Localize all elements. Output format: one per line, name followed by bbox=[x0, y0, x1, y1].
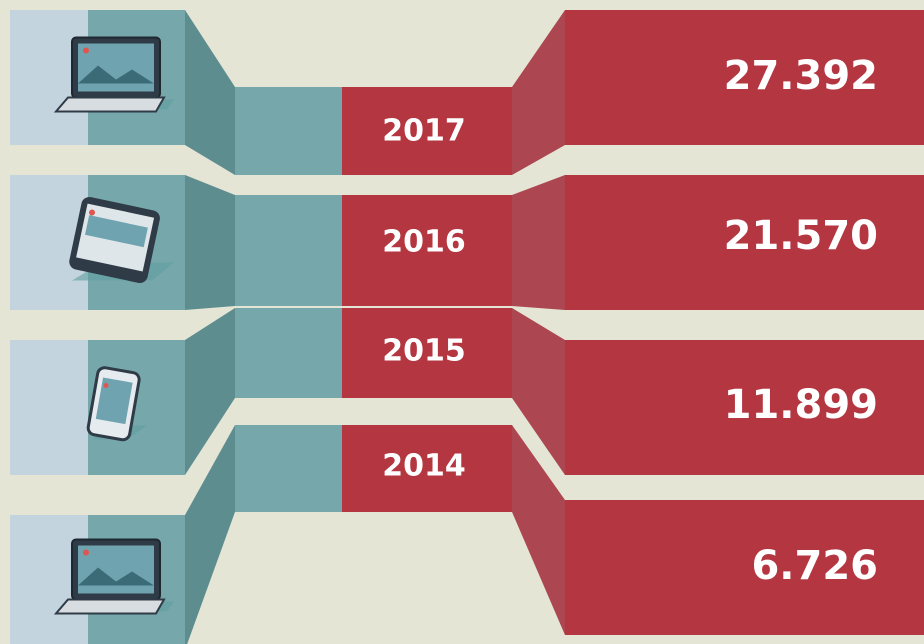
year-label: 2015 bbox=[382, 334, 466, 369]
right-connector bbox=[512, 308, 565, 475]
dot bbox=[103, 383, 109, 388]
mountains bbox=[78, 65, 154, 84]
keyboard bbox=[53, 96, 166, 113]
value-label: 11.899 bbox=[724, 382, 878, 428]
year-label: 2017 bbox=[382, 114, 466, 149]
dot bbox=[89, 209, 95, 216]
device-icon bbox=[53, 36, 174, 113]
red-band bbox=[342, 87, 512, 175]
device-icon bbox=[86, 366, 147, 442]
left-connector bbox=[185, 308, 235, 475]
year-label: 2014 bbox=[382, 449, 466, 484]
screen bbox=[78, 43, 154, 92]
right-connector bbox=[512, 175, 565, 310]
value-box bbox=[565, 10, 924, 145]
keyboard bbox=[53, 598, 166, 615]
value-label: 21.570 bbox=[724, 213, 878, 259]
value-box bbox=[565, 340, 924, 475]
teal-band bbox=[235, 308, 342, 398]
right-connector bbox=[512, 10, 565, 175]
teal-band bbox=[235, 87, 342, 175]
screen bbox=[95, 377, 133, 425]
device-icon bbox=[53, 538, 174, 615]
left-connector bbox=[185, 425, 235, 644]
red-band bbox=[342, 425, 512, 512]
mountains bbox=[78, 567, 154, 586]
screen-img bbox=[85, 215, 148, 248]
left-connector bbox=[185, 175, 235, 310]
value-box bbox=[565, 175, 924, 310]
device-icon bbox=[69, 196, 174, 284]
year-label: 2016 bbox=[382, 225, 466, 260]
dot bbox=[83, 47, 89, 54]
right-connector bbox=[512, 425, 565, 635]
teal-band bbox=[235, 195, 342, 306]
red-band bbox=[342, 195, 512, 306]
value-label: 6.726 bbox=[751, 543, 878, 589]
icon-box-light bbox=[10, 340, 88, 475]
value-box bbox=[565, 500, 924, 635]
left-connector bbox=[185, 10, 235, 175]
value-label: 27.392 bbox=[724, 53, 878, 99]
teal-band bbox=[235, 425, 342, 512]
dot bbox=[83, 549, 89, 556]
screen bbox=[78, 545, 154, 594]
red-band bbox=[342, 308, 512, 398]
